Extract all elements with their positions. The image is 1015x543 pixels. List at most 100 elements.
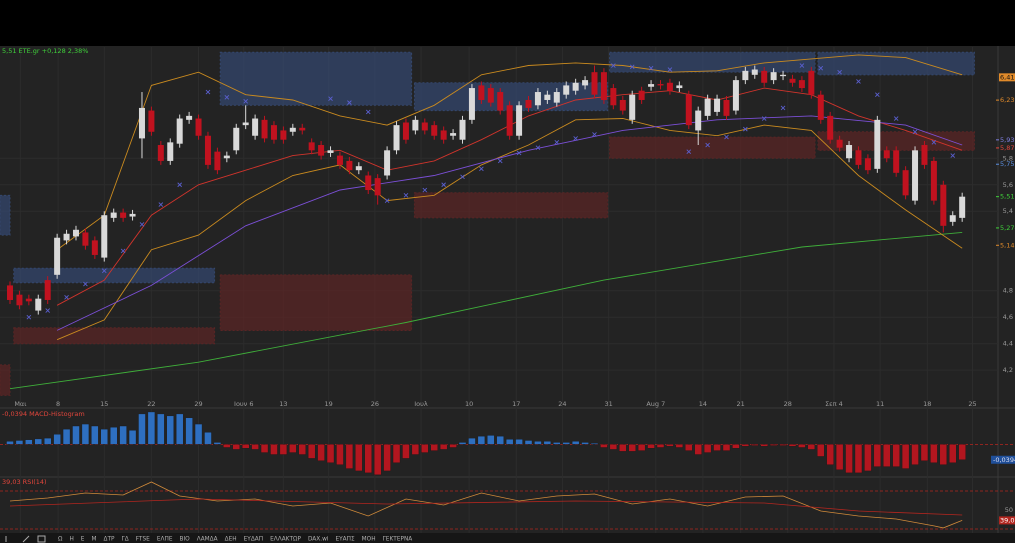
histogram-bar [53,434,61,445]
x-tick-label: 17 [512,400,520,408]
histogram-bar [270,444,278,455]
symbol-legend: 5,51 ETE.gr +0,128 2,38% [2,47,88,55]
sar-marker [950,153,956,158]
candle-body [412,119,419,131]
toolbar-icons [5,535,46,543]
histogram-bar [166,415,174,445]
candle-body [902,170,909,196]
candle-body [91,240,98,255]
sar-marker [83,281,88,287]
candle-body [35,298,42,311]
toolbar-item[interactable]: M [91,537,96,543]
sar-marker [347,100,352,105]
sar-marker [64,295,69,300]
candle-body [921,145,928,165]
histogram-bar [713,444,721,451]
candle-body [770,72,777,81]
histogram-bar [722,444,731,451]
sar-marker [479,166,484,172]
toolbar-item[interactable]: ΛΑΜΔΑ [197,537,218,543]
histogram-bar [732,444,740,449]
toolbar-item[interactable]: ΓΔ [122,537,129,543]
toolbar-item[interactable]: Ω [58,537,63,543]
candle-body [761,70,768,83]
toolbar-item[interactable]: ΕΥΑΠΣ [335,537,355,543]
candle-body [930,160,937,201]
candle-body [666,82,673,91]
toolbar-item[interactable]: ΜΟΗ [362,537,376,543]
x-tick-label: Ιουν 6 [234,400,254,408]
histogram-bar [175,413,184,445]
x-tick-label: 21 [736,400,744,408]
toolbar-item[interactable]: ΒΙΟ [179,537,190,543]
histogram-bar [392,444,401,463]
sar-marker [554,140,560,145]
x-tick-label: 22 [147,400,155,408]
candle-body [487,88,494,103]
last-value-label: -0,0394 [993,456,1015,464]
sar-marker [799,63,805,68]
candle-body [214,151,221,171]
candle-body [82,232,89,246]
toolbar-item[interactable]: FTSE [136,537,150,543]
histogram-bar [600,444,608,448]
histogram-bar [873,444,882,467]
sar-marker [422,187,428,193]
candle-body [798,80,805,89]
y-tick-label: 4,8 [1003,287,1013,295]
candle-body [723,99,730,116]
price-label: 5,143 [1000,241,1015,249]
candle-body [553,92,560,103]
x-tick-label: 26 [371,400,379,408]
histogram-bar [336,444,344,465]
histogram-bar [675,444,684,448]
histogram-bar [807,444,816,450]
toolbar-item[interactable]: ΕΛΛΑΚΤΩΡ [270,537,301,543]
sar-marker [243,98,249,104]
candle-body [846,145,853,159]
candle-body [940,184,947,226]
histogram-bar [355,444,363,472]
toolbar-item[interactable]: ΕΛΠΕ [157,537,173,543]
x-tick-label: 18 [923,400,931,408]
toolbar-item[interactable]: ΓΕΚΤΕΡΝΑ [383,537,413,543]
price-label: 5,939 [1000,136,1015,144]
histogram-bar [930,444,938,463]
x-tick-label: 29 [194,400,202,408]
candle-body [619,99,626,111]
toolbar-item[interactable]: DAX.wi [308,537,329,543]
x-tick-label: 8 [56,400,60,408]
candle-body [516,105,523,136]
histogram-bar [128,430,137,445]
price-zone [609,136,816,159]
candle-body [893,150,900,173]
candle-body [648,84,655,87]
toolbar-item[interactable]: ΔΤΡ [103,537,115,543]
sar-marker [705,142,710,148]
sar-marker [26,314,32,320]
candle-body [365,175,372,191]
histogram-bar [383,444,391,472]
sar-marker [893,116,899,121]
toolbar-item[interactable]: ΔΕΗ [225,537,237,543]
toolbar-item[interactable]: H [69,537,73,543]
histogram-bar [487,435,495,445]
candle-body [742,70,749,81]
price-zone [219,274,413,331]
indicator-line [56,87,963,306]
histogram-bar [260,444,269,453]
histogram-bar [458,442,467,445]
candle-body [789,78,796,83]
candle-body [148,110,155,132]
price-zone [817,51,975,76]
toolbar-item[interactable]: ΕΥΔΑΠ [244,537,264,543]
toolbar-item[interactable]: Ε [81,537,85,543]
histogram-bar [703,444,712,453]
histogram-bar [411,444,420,455]
candle-body [261,119,268,139]
y-tick-label: 5,4 [1003,207,1013,215]
histogram-bar [345,444,354,469]
last-value-box [991,455,1015,464]
histogram-bar [901,444,910,469]
sar-marker [780,105,786,111]
